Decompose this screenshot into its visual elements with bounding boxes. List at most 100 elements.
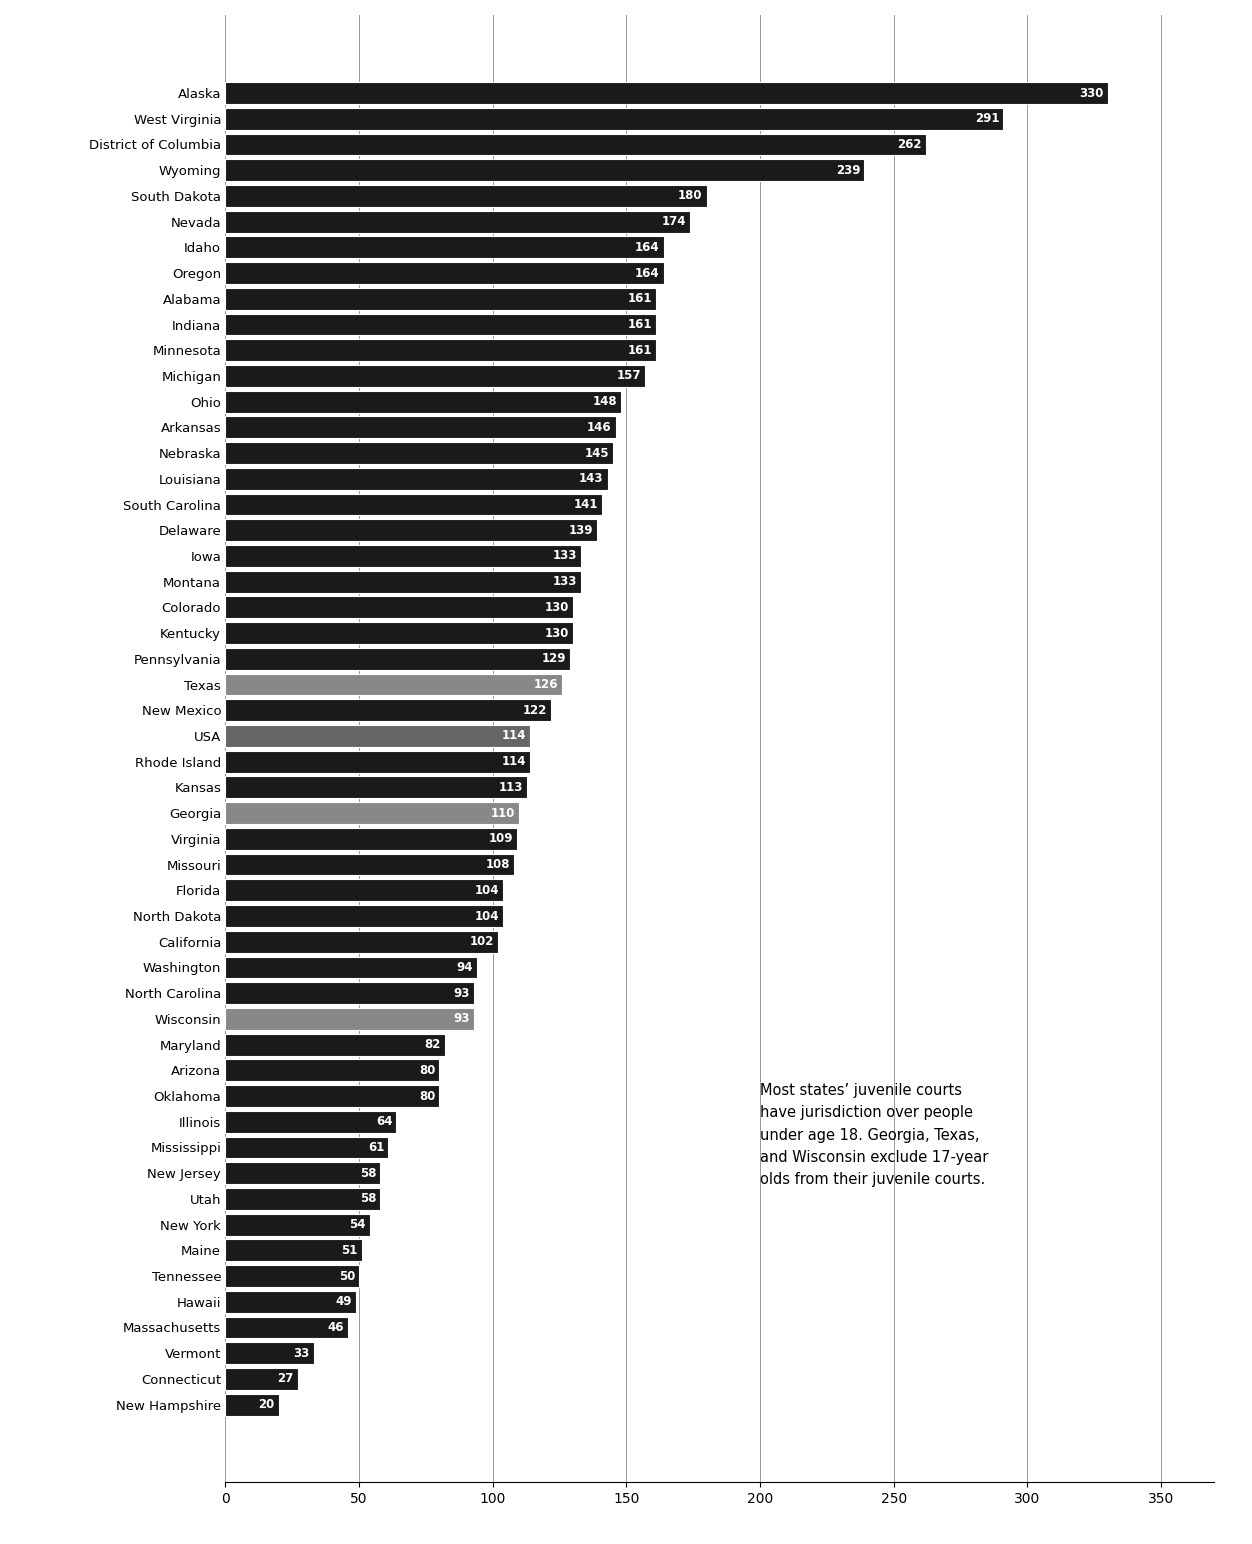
- Text: 139: 139: [568, 523, 593, 537]
- Text: 93: 93: [453, 987, 470, 999]
- Bar: [225, 313, 656, 335]
- Bar: [225, 1291, 357, 1312]
- Text: 126: 126: [533, 678, 558, 692]
- Text: 113: 113: [500, 781, 523, 794]
- Bar: [225, 1085, 439, 1107]
- Bar: [225, 571, 581, 593]
- Bar: [225, 340, 656, 361]
- Text: 148: 148: [592, 395, 617, 408]
- Text: 27: 27: [277, 1373, 293, 1385]
- Bar: [225, 1033, 444, 1056]
- Bar: [225, 262, 664, 284]
- Text: 141: 141: [573, 499, 598, 511]
- Text: 58: 58: [359, 1192, 377, 1206]
- Text: 161: 161: [627, 344, 652, 357]
- Text: 64: 64: [376, 1115, 392, 1129]
- Text: 164: 164: [635, 241, 660, 253]
- Bar: [225, 982, 475, 1004]
- Text: 161: 161: [627, 318, 652, 330]
- Bar: [225, 1240, 362, 1261]
- Text: 102: 102: [470, 936, 495, 948]
- Bar: [225, 854, 515, 875]
- Text: 20: 20: [259, 1399, 274, 1411]
- Bar: [225, 1265, 359, 1288]
- Bar: [225, 468, 607, 489]
- Bar: [225, 1214, 369, 1235]
- Text: 262: 262: [898, 137, 921, 151]
- Bar: [225, 1110, 397, 1133]
- Bar: [225, 1368, 298, 1390]
- Text: 108: 108: [486, 858, 510, 871]
- Text: 122: 122: [523, 704, 547, 716]
- Text: 239: 239: [836, 164, 860, 176]
- Bar: [225, 803, 520, 824]
- Bar: [225, 828, 517, 849]
- Text: 110: 110: [491, 806, 516, 820]
- Text: 129: 129: [542, 652, 566, 665]
- Bar: [225, 185, 706, 207]
- Text: 133: 133: [552, 550, 577, 562]
- Text: 93: 93: [453, 1013, 470, 1025]
- Bar: [225, 673, 562, 695]
- Text: 50: 50: [338, 1269, 356, 1283]
- Text: 80: 80: [419, 1090, 436, 1102]
- Bar: [225, 287, 656, 310]
- Bar: [225, 726, 530, 747]
- Bar: [225, 545, 581, 567]
- Text: 51: 51: [342, 1244, 358, 1257]
- Bar: [225, 442, 613, 465]
- Bar: [225, 648, 570, 670]
- Bar: [225, 1187, 381, 1210]
- Text: 58: 58: [359, 1167, 377, 1180]
- Text: 82: 82: [424, 1038, 441, 1051]
- Text: 46: 46: [328, 1322, 344, 1334]
- Text: Most states’ juvenile courts
have jurisdiction over people
under age 18. Georgia: Most states’ juvenile courts have jurisd…: [760, 1084, 988, 1187]
- Bar: [225, 1394, 279, 1416]
- Text: 174: 174: [662, 215, 686, 229]
- Bar: [225, 880, 503, 902]
- Bar: [225, 596, 573, 618]
- Text: 146: 146: [587, 422, 612, 434]
- Bar: [225, 519, 597, 540]
- Bar: [225, 1342, 313, 1365]
- Text: 114: 114: [502, 755, 526, 769]
- Bar: [225, 236, 664, 258]
- Text: 130: 130: [545, 601, 568, 615]
- Bar: [225, 417, 616, 438]
- Bar: [225, 210, 691, 233]
- Bar: [225, 957, 477, 979]
- Bar: [225, 622, 573, 644]
- Text: 180: 180: [679, 190, 702, 202]
- Text: 143: 143: [580, 472, 603, 485]
- Text: 33: 33: [293, 1346, 309, 1360]
- Bar: [225, 159, 864, 181]
- Bar: [225, 1136, 388, 1158]
- Text: 114: 114: [502, 729, 526, 743]
- Text: 49: 49: [336, 1295, 352, 1308]
- Bar: [225, 1059, 439, 1081]
- Text: 145: 145: [585, 446, 608, 460]
- Bar: [225, 1317, 348, 1339]
- Bar: [225, 391, 621, 412]
- Text: 109: 109: [488, 832, 513, 846]
- Bar: [225, 699, 551, 721]
- Bar: [225, 82, 1108, 103]
- Bar: [225, 777, 527, 798]
- Text: 104: 104: [475, 883, 500, 897]
- Bar: [225, 905, 503, 926]
- Bar: [225, 1008, 475, 1030]
- Text: 164: 164: [635, 267, 660, 279]
- Bar: [225, 364, 645, 388]
- Bar: [225, 494, 602, 516]
- Bar: [225, 133, 925, 156]
- Bar: [225, 108, 1003, 130]
- Text: 330: 330: [1079, 86, 1103, 99]
- Text: 54: 54: [349, 1218, 366, 1231]
- Text: 161: 161: [627, 292, 652, 306]
- Bar: [225, 931, 498, 953]
- Text: 157: 157: [616, 369, 641, 383]
- Text: 61: 61: [368, 1141, 384, 1153]
- Bar: [225, 1163, 381, 1184]
- Text: 133: 133: [552, 576, 577, 588]
- Text: 80: 80: [419, 1064, 436, 1076]
